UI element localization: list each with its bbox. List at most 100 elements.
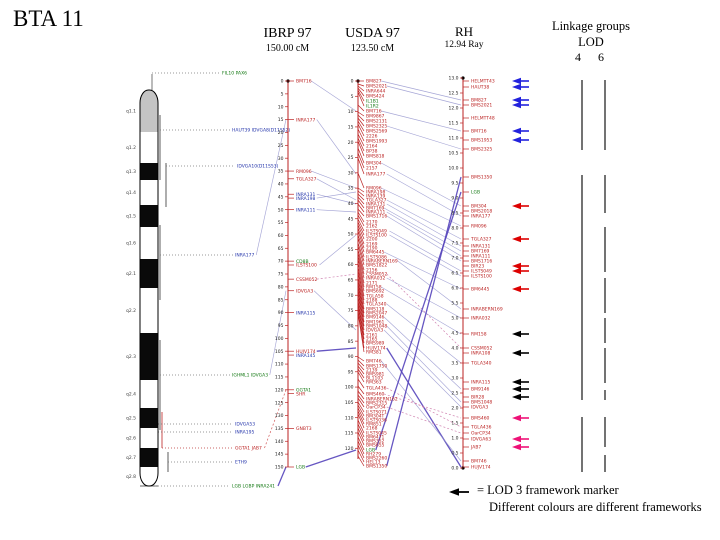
marker-label: BM9146 (366, 315, 385, 321)
marker-label: ILSTS049 (366, 229, 387, 235)
band-label: q2.7 (126, 455, 136, 461)
tick-label: 10 (348, 109, 354, 115)
marker-label: INRABERN169 (366, 259, 398, 265)
ideogram-band (140, 333, 158, 380)
tick-label: 130 (275, 413, 284, 419)
tick-label: 35 (278, 169, 284, 175)
tick-label: 10.0 (448, 166, 458, 172)
tick-label: 5.0 (451, 316, 458, 322)
marker-label: CD8B (296, 259, 309, 265)
ideogram-band (140, 428, 158, 448)
marker-label: BMS655 (366, 443, 385, 449)
band-label: q2.8 (126, 474, 136, 480)
marker-label: BM304T (366, 414, 385, 420)
band-label: q2.1 (126, 271, 136, 277)
callout-label: LGB LGBP INRA241 (232, 484, 275, 490)
ideogram-callouts: FIL10 PAX6 HAUT39 IDVGA8(D11S52) IDVGA10(D… (140, 71, 290, 490)
marker-label: INRA198 (296, 196, 315, 202)
marker-label: BMS1993 (366, 139, 387, 145)
tick-label: 25 (348, 155, 354, 161)
marker-label: CSSM052 (471, 346, 492, 352)
marker-label: BMS2018 (471, 209, 492, 215)
band-label: q1.1 (126, 109, 136, 115)
tick-label: 55 (278, 220, 284, 226)
marker-label: 2156 (366, 268, 378, 274)
marker-label: IDVGA3 (296, 288, 313, 294)
page-title: BTA 11 (13, 6, 84, 31)
band-label: q1.3 (126, 169, 136, 175)
marker-label: ILSTS049 (471, 269, 492, 275)
framework-arrow-icon (512, 393, 521, 401)
marker-label: INRA131 (366, 202, 385, 208)
marker-label: IDVGA3 (366, 328, 383, 334)
tick-label: 12.5 (448, 91, 458, 97)
marker-label: RM363 (366, 380, 382, 386)
marker-label: LGB (366, 448, 375, 454)
band-label: q2.2 (126, 308, 136, 314)
marker-label: ILSTS045 (366, 431, 387, 437)
tick-label: 3.0 (451, 376, 458, 382)
marker-label: RH279 (366, 452, 381, 458)
marker-label: ILSTS100 (471, 274, 492, 280)
tick-label: 145 (275, 452, 284, 458)
lod-column-4-label: 4 (575, 50, 581, 64)
band-label: q1.5 (126, 214, 136, 220)
marker-label: CSSM052 (296, 277, 317, 283)
column-header-ibrp: IBRP 97 (263, 26, 312, 41)
tick-label: 0 (351, 79, 354, 85)
legend-arrow-icon (449, 488, 459, 496)
framework-arrow-icon (512, 267, 521, 275)
marker-label: ILSTS100 (296, 263, 317, 269)
marker-label: BMS1716 (366, 214, 387, 220)
marker-label: BM716 (366, 109, 382, 115)
ideogram-band (140, 132, 158, 163)
marker-label: BM6471 (366, 435, 385, 441)
marker-label: 2226 (366, 134, 378, 140)
marker-label: BMS352 (366, 439, 385, 445)
tick-label: 120 (345, 446, 354, 452)
marker-label: HAUT38 (471, 85, 489, 91)
marker-label: BM6445 (366, 250, 385, 256)
marker-label: BMS989 (366, 341, 385, 347)
tick-label: 60 (348, 262, 354, 268)
tick-label: 6.0 (451, 286, 458, 292)
marker-label: INRA177 (296, 117, 315, 123)
marker-label: BM746 (366, 359, 382, 365)
marker-label: BM6445 (471, 287, 490, 293)
marker-label: INRABERN162 (366, 397, 398, 403)
tick-label: 105 (275, 349, 284, 355)
marker-label: BMS2569 (366, 129, 387, 135)
ibrp-column: 0 5 10 15 20 25 30 35 40 45 50 55 60 65 70 75 80 85 90 95 10… (275, 79, 318, 471)
marker-label: 2190 (366, 246, 378, 252)
tick-label: 4.0 (451, 346, 458, 352)
marker-label: LGB (296, 465, 305, 471)
marker-label: BM9146 (471, 387, 490, 393)
marker-label: BMS1822 (366, 263, 387, 269)
marker-label: BMS2021 (471, 103, 492, 109)
marker-label: INRA032 (471, 316, 490, 322)
legend-framework-marker: = LOD 3 framework marker (477, 483, 619, 497)
marker-label: BMS1716 (471, 259, 492, 265)
band-label: q1.2 (126, 145, 136, 151)
framework-arrow-icon (512, 77, 521, 85)
tick-label: 60 (278, 233, 284, 239)
marker-label: HELMTT48 (471, 116, 495, 122)
ideogram-band (140, 227, 158, 259)
marker-label: INRA198 (366, 190, 385, 196)
tick-label: 100 (275, 336, 284, 342)
marker-label: BM716 (296, 79, 312, 85)
framework-arrow-icon (512, 262, 521, 270)
marker-label: RM158 (471, 332, 487, 338)
marker-label: 2139 (366, 368, 378, 374)
marker-label: INRA111 (366, 210, 385, 216)
marker-label: BM746 (471, 459, 487, 465)
marker-label: INRA145 (296, 353, 315, 359)
marker-label: BMS692 (366, 289, 385, 295)
marker-label: BMS2047 (366, 311, 387, 317)
ideogram-band (140, 448, 158, 467)
tick-label: 80 (348, 323, 354, 329)
marker-label: TGLA327 (470, 237, 492, 243)
marker-label: INRA108 (471, 351, 490, 357)
tick-label: 90 (348, 354, 354, 360)
